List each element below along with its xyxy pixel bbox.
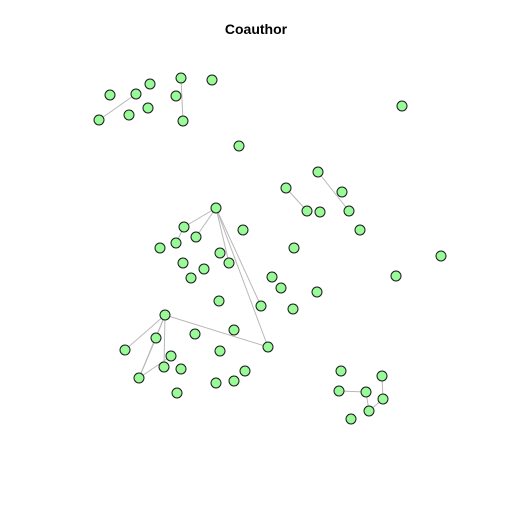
graph-node-n43 [150,332,162,344]
graph-node-n4 [175,72,187,84]
graph-node-n8 [142,102,154,114]
graph-node-n16 [301,205,313,217]
graph-edge-n40-n48 [163,314,166,368]
graph-node-n24 [154,242,166,254]
graph-node-n22 [190,231,202,243]
graph-node-n41 [228,324,240,336]
graph-node-n38 [255,300,267,312]
graph-node-n60 [363,405,375,417]
graph-node-n21 [178,221,190,233]
graph-node-n10 [177,115,189,127]
graph-node-n2 [130,88,142,100]
graph-node-n34 [390,270,402,282]
graph-node-n54 [171,387,183,399]
edges-layer [98,77,384,412]
graph-node-n58 [360,386,372,398]
graph-node-n47 [165,350,177,362]
graph-edge-n47-n50 [138,355,172,379]
graph-node-n32 [185,272,197,284]
graph-node-n9 [170,90,182,102]
graph-node-n23 [237,224,249,236]
graph-edge-n20-n21 [183,207,217,228]
graph-title: Coauthor [224,21,288,37]
graph-node-n19 [354,224,366,236]
graph-edge-n43-n50 [138,337,157,379]
graph-node-n55 [335,365,347,377]
graph-node-n37 [213,295,225,307]
graph-edge-n40-n44 [124,314,166,351]
graph-node-n20 [210,202,222,214]
graph-node-n59 [377,393,389,405]
graph-node-n14 [336,186,348,198]
graph-edge-n4-n10 [180,77,184,122]
graph-edge-n20-n38 [215,207,262,307]
graph-node-n46 [214,345,226,357]
graph-edge-n20-n30 [215,207,230,264]
graph-node-n12 [233,140,245,152]
graph-node-n26 [214,247,226,259]
graph-edge-n20-n45 [215,207,269,348]
graph-node-n51 [239,365,251,377]
graph-node-n17 [314,206,326,218]
graph-node-n49 [175,363,187,375]
graph-node-n5 [206,74,218,86]
graph-node-n27 [288,242,300,254]
graph-node-n29 [177,257,189,269]
graph-node-n30 [223,257,235,269]
graph-edge-n40-n45 [164,314,269,348]
graph-node-n53 [210,377,222,389]
graph-node-n61 [345,413,357,425]
graph-node-n45 [262,341,274,353]
graph-node-n25 [170,237,182,249]
graph-node-n42 [189,328,201,340]
graph-node-n11 [396,100,408,112]
graph-node-n39 [287,303,299,315]
graph-node-n18 [343,205,355,217]
graph-node-n31 [198,263,210,275]
graph-node-n3 [144,78,156,90]
nodes-layer [93,72,447,425]
graph-node-n1 [104,89,116,101]
graph-edge-n20-n22 [195,207,217,238]
graph-node-n48 [158,361,170,373]
graph-node-n13 [312,166,324,178]
graph-node-n15 [280,182,292,194]
graph-node-n28 [435,250,447,262]
graph-node-n40 [159,309,171,321]
graph-node-n57 [333,385,345,397]
graph-node-n36 [311,286,323,298]
graph-edge-n6-n2 [98,93,137,121]
graph-edge-n13-n18 [317,171,350,212]
graph-node-n50 [133,372,145,384]
graph-node-n52 [228,375,240,387]
graph-node-n35 [275,282,287,294]
graph-node-n56 [376,370,388,382]
graph-node-n33 [266,271,278,283]
graph-node-n44 [119,344,131,356]
graph-node-n6 [93,114,105,126]
graph-node-n7 [123,109,135,121]
